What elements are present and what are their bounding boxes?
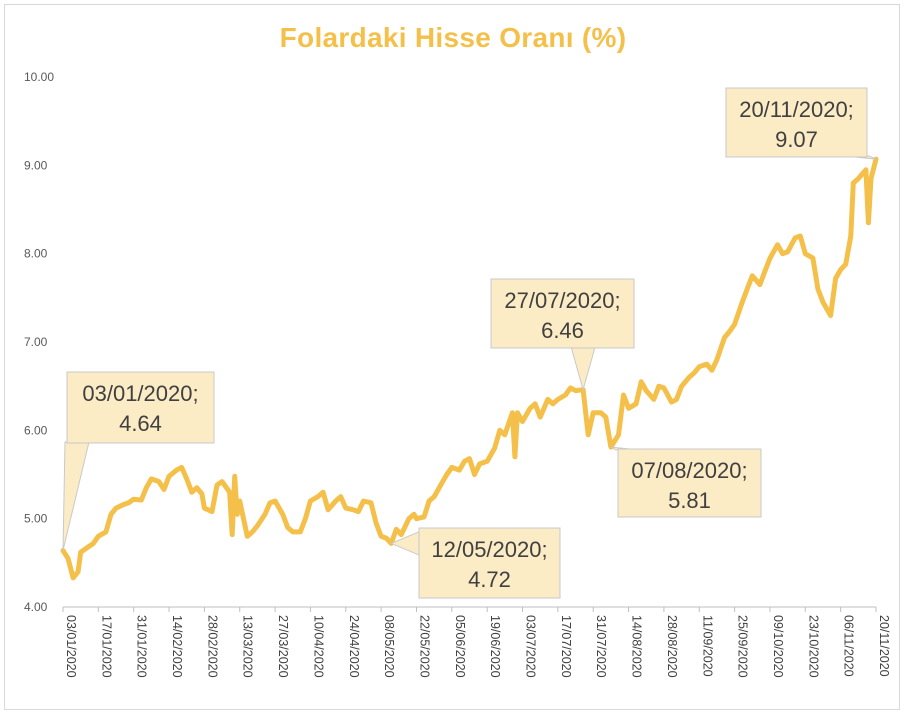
callout-box bbox=[490, 278, 635, 349]
callout-pointer bbox=[62, 441, 90, 551]
x-axis: 03/01/2020 17/01/2020 31/01/2020 14/02/2020… bbox=[62, 606, 891, 678]
x-tick-label: 19/06/2020 bbox=[488, 615, 502, 678]
x-tick-label: 05/06/2020 bbox=[453, 615, 467, 678]
chart-title: Folardaki Hisse Oranı (%) bbox=[279, 22, 627, 53]
x-tick-label: 31/01/2020 bbox=[135, 615, 149, 678]
data-callout: 27/07/2020; 6.46 bbox=[490, 278, 635, 392]
x-tick-label: 03/07/2020 bbox=[524, 615, 538, 678]
y-tick-label: 7.00 bbox=[24, 335, 48, 349]
x-tick-label: 23/10/2020 bbox=[806, 615, 820, 678]
callout-value: 4.64 bbox=[119, 411, 162, 436]
x-tick-label: 28/02/2020 bbox=[205, 615, 219, 678]
x-tick-label: 31/07/2020 bbox=[594, 615, 608, 678]
callout-value: 4.72 bbox=[468, 567, 511, 592]
x-tick-label: 25/09/2020 bbox=[736, 615, 750, 678]
callout-value: 9.07 bbox=[775, 127, 818, 152]
y-tick-label: 5.00 bbox=[24, 512, 48, 526]
y-tick-label: 10.00 bbox=[24, 70, 54, 84]
series-layer bbox=[60, 156, 879, 581]
x-tick-label: 09/10/2020 bbox=[771, 615, 785, 678]
x-tick-label: 20/11/2020 bbox=[877, 615, 891, 677]
data-callout: 07/08/2020; 5.81 bbox=[610, 446, 762, 518]
callout-box bbox=[66, 371, 215, 444]
callout-pointer bbox=[570, 346, 596, 392]
data-callout: 12/05/2020; 4.72 bbox=[389, 527, 561, 599]
y-axis: 4.00 5.00 6.00 7.00 8.00 9.00 10.00 bbox=[24, 70, 54, 614]
callout-date: 12/05/2020; bbox=[431, 537, 547, 562]
callout-value: 5.81 bbox=[668, 488, 711, 513]
x-tick-label: 28/08/2020 bbox=[665, 615, 679, 678]
x-tick-label: 06/11/2020 bbox=[842, 615, 856, 677]
y-tick-label: 4.00 bbox=[24, 600, 48, 614]
series-line bbox=[60, 156, 879, 581]
callout-box bbox=[725, 87, 868, 158]
callout-box bbox=[418, 527, 561, 599]
callout-date: 27/07/2020; bbox=[504, 288, 620, 313]
data-callout: 20/11/2020; 9.07 bbox=[725, 87, 877, 160]
callout-box bbox=[617, 448, 762, 518]
y-tick-label: 8.00 bbox=[24, 247, 48, 261]
callout-value: 6.46 bbox=[541, 318, 584, 343]
x-tick-label: 17/01/2020 bbox=[99, 615, 113, 678]
x-tick-label: 13/03/2020 bbox=[241, 615, 255, 678]
x-tick-label: 17/07/2020 bbox=[559, 615, 573, 678]
data-callout: 03/01/2020; 4.64 bbox=[62, 371, 215, 551]
x-tick-label: 24/04/2020 bbox=[347, 615, 361, 678]
y-tick-label: 9.00 bbox=[24, 158, 48, 172]
x-tick-label: 14/08/2020 bbox=[630, 615, 644, 678]
callouts-layer: 03/01/2020; 4.64 12/05/2020; 4.72 27/07/2020… bbox=[62, 87, 877, 599]
y-tick-label: 6.00 bbox=[24, 423, 48, 437]
callout-date: 20/11/2020; bbox=[739, 97, 854, 122]
x-tick-label: 08/05/2020 bbox=[382, 615, 396, 678]
x-tick-label: 11/09/2020 bbox=[700, 615, 714, 677]
x-tick-label: 10/04/2020 bbox=[311, 615, 325, 678]
x-tick-label: 27/03/2020 bbox=[276, 615, 290, 678]
x-tick-label: 03/01/2020 bbox=[64, 615, 78, 678]
callout-date: 07/08/2020; bbox=[631, 458, 747, 483]
x-tick-label: 14/02/2020 bbox=[170, 615, 184, 678]
callout-date: 03/01/2020; bbox=[82, 381, 198, 406]
x-tick-label: 22/05/2020 bbox=[417, 615, 431, 678]
